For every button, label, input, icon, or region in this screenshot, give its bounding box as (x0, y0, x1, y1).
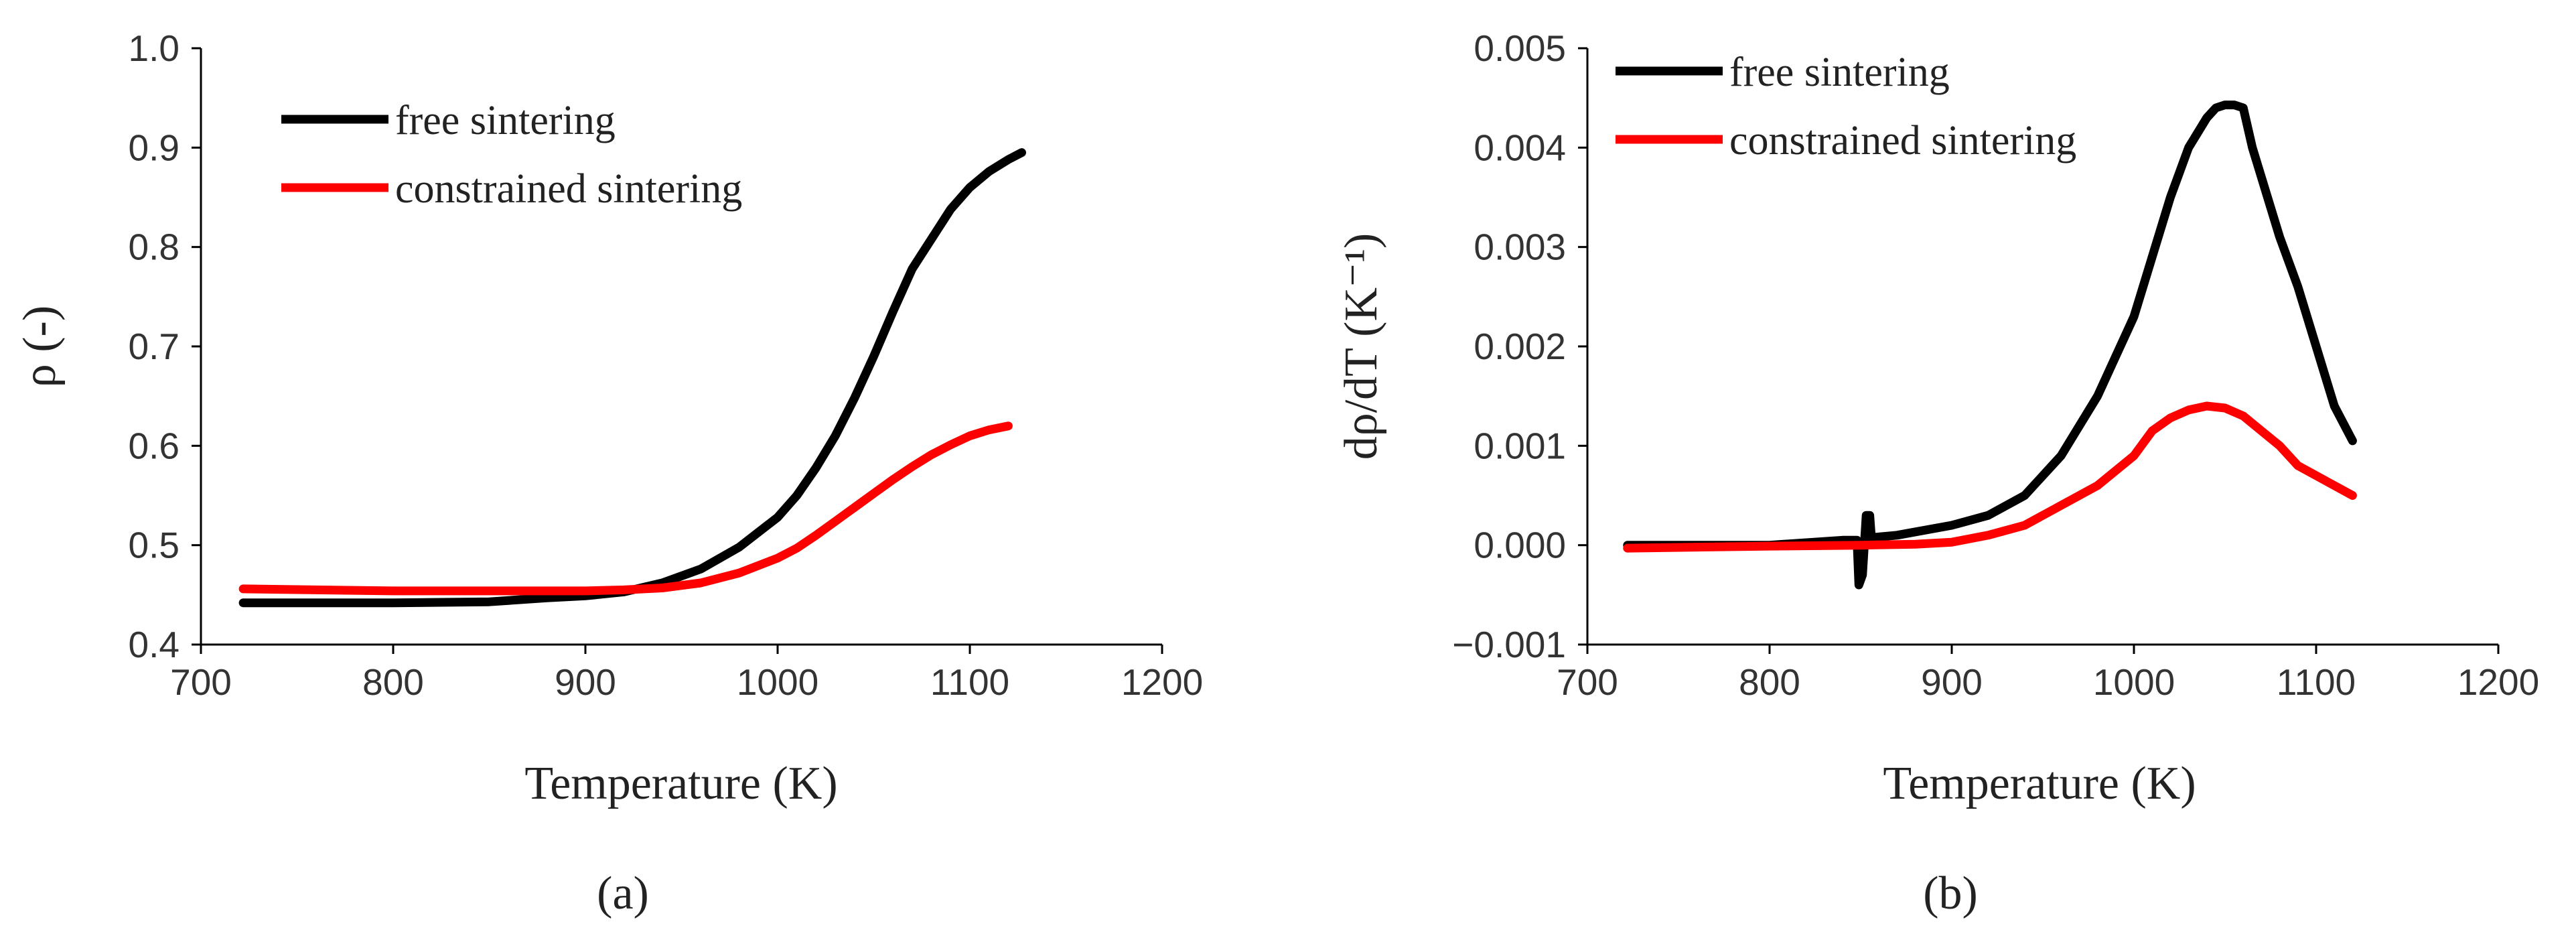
panel-label-a: (a) (597, 868, 649, 919)
x-tick-label-b-0: 700 (1557, 661, 1618, 703)
x-tick-label-a-3: 1000 (737, 661, 818, 703)
x-tick-label-a-0: 700 (170, 661, 232, 703)
x-tick-label-b-5: 1200 (2457, 661, 2539, 703)
x-ticks-b: 700 800 900 1000 1100 1200 (1557, 645, 2539, 703)
legend-label-constrained-sintering-b: constrained sintering (1729, 118, 2076, 163)
chart-panel-b: 700 800 900 1000 1100 1200 −0.001 0.000 0.001 0.… (1336, 27, 2539, 919)
x-tick-label-a-1: 800 (362, 661, 424, 703)
y-ticks-a: 0.4 0.5 0.6 0.7 0.8 0.9 1.0 (129, 27, 201, 665)
series-line-free-sintering-a (238, 148, 1026, 608)
x-tick-label-a-5: 1200 (1121, 661, 1203, 703)
x-tick-label-a-4: 1100 (930, 661, 1009, 703)
y-tick-label-a-2: 0.6 (129, 425, 180, 466)
x-ticks-a: 700 800 900 1000 1100 1200 (170, 645, 1203, 703)
series-group-b (1623, 101, 2357, 590)
y-tick-label-b-6: 0.005 (1474, 27, 1566, 69)
x-tick-label-b-1: 800 (1739, 661, 1800, 703)
y-tick-label-b-0: −0.001 (1452, 624, 1566, 665)
y-axis-title-b: dρ/dT (K⁻¹) (1336, 233, 1387, 460)
series-group-a (238, 148, 1026, 608)
y-tick-label-b-4: 0.003 (1474, 226, 1566, 268)
legend-b: free sintering constrained sintering (1616, 50, 2076, 163)
x-tick-label-b-3: 1000 (2093, 661, 2175, 703)
y-tick-label-a-5: 0.9 (129, 127, 180, 168)
x-tick-label-a-2: 900 (555, 661, 616, 703)
y-tick-label-b-5: 0.004 (1474, 127, 1566, 168)
series-line-constrained-sintering-a (238, 421, 1013, 596)
legend-a: free sintering constrained sintering (281, 98, 742, 212)
series-line-constrained-sintering-b (1623, 401, 2357, 553)
axis-frame-a (200, 48, 1162, 646)
x-tick-label-b-4: 1100 (2277, 661, 2356, 703)
legend-label-constrained-sintering-a: constrained sintering (395, 166, 742, 212)
x-tick-label-b-2: 900 (1921, 661, 1983, 703)
y-tick-label-b-1: 0.000 (1474, 525, 1566, 566)
y-tick-label-a-4: 0.8 (129, 226, 180, 268)
y-tick-label-a-0: 0.4 (129, 624, 180, 665)
legend-label-free-sintering-a: free sintering (395, 98, 616, 143)
series-line-free-sintering-b (1623, 101, 2357, 590)
y-tick-label-a-3: 0.7 (129, 326, 180, 367)
panel-label-b: (b) (1923, 868, 1978, 919)
legend-label-free-sintering-b: free sintering (1729, 50, 1950, 95)
y-tick-label-b-2: 0.001 (1474, 425, 1566, 466)
x-axis-title-a: Temperature (K) (524, 758, 837, 809)
y-tick-label-b-3: 0.002 (1474, 326, 1566, 367)
y-axis-title-a: ρ (-) (14, 306, 66, 387)
y-tick-label-a-6: 1.0 (129, 27, 180, 69)
x-axis-title-b: Temperature (K) (1883, 758, 2196, 809)
y-tick-label-a-1: 0.5 (129, 525, 180, 566)
chart-panel-a: 700 800 900 1000 1100 1200 0.4 0.5 0.6 0.7 0.8 0.9… (14, 27, 1203, 919)
y-ticks-b: −0.001 0.000 0.001 0.002 0.003 0.004 0.005 (1452, 27, 1587, 665)
